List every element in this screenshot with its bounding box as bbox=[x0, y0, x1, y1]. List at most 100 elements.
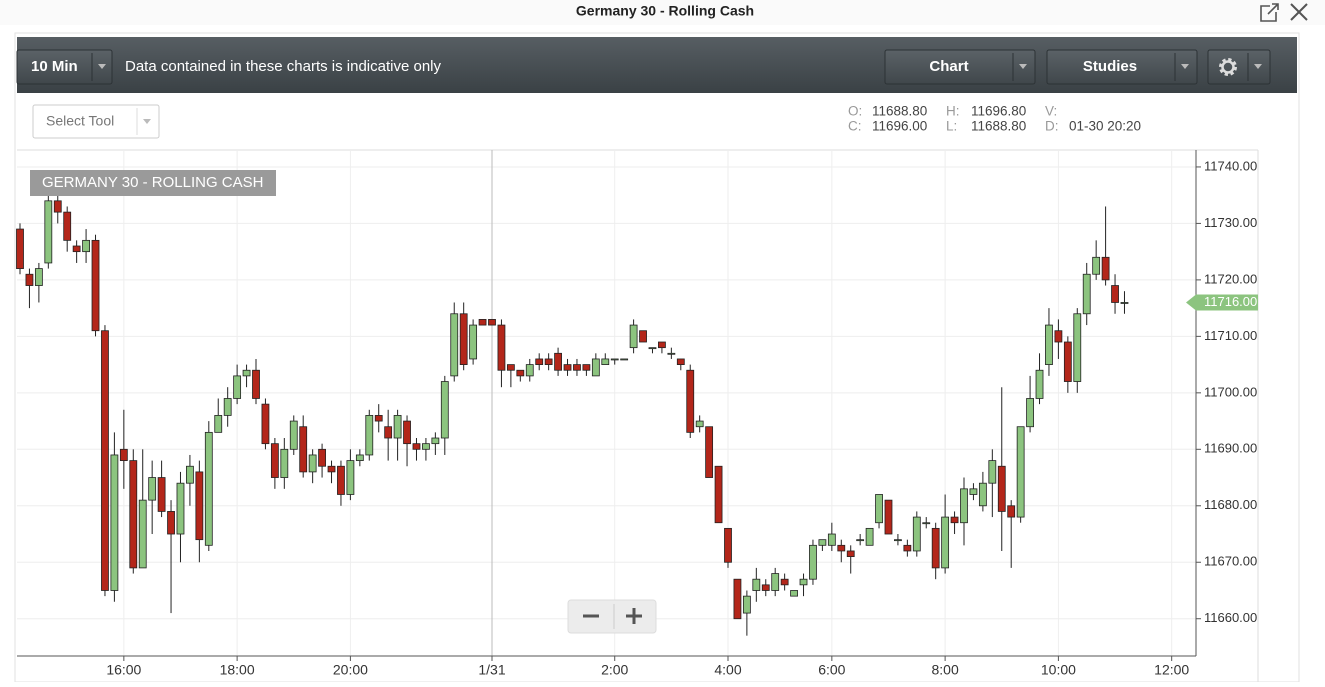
candle-body bbox=[799, 578, 808, 586]
candle-body bbox=[195, 471, 204, 541]
readout-label: V: bbox=[1045, 104, 1057, 119]
candle-body bbox=[431, 437, 440, 445]
candle-body bbox=[724, 527, 732, 563]
zoom-in[interactable] bbox=[626, 608, 642, 624]
candle-body bbox=[752, 578, 761, 591]
candle-body bbox=[1007, 505, 1016, 518]
y-tick-label: 11720.00 bbox=[1204, 271, 1257, 286]
y-tick-label: 11710.00 bbox=[1204, 328, 1257, 343]
candle-body bbox=[950, 516, 959, 524]
candle-body bbox=[931, 527, 940, 569]
chart-button[interactable] bbox=[884, 49, 1036, 85]
candle-body bbox=[129, 460, 138, 569]
candle-body bbox=[733, 578, 742, 620]
candle-body bbox=[837, 544, 846, 552]
candle-body bbox=[252, 369, 260, 399]
candle-body bbox=[478, 319, 487, 326]
candle-body bbox=[497, 324, 506, 371]
candle-body bbox=[761, 584, 770, 591]
candle-body bbox=[742, 595, 751, 614]
candle-body bbox=[714, 465, 723, 524]
candle-body bbox=[223, 398, 232, 416]
candle-body bbox=[771, 573, 780, 591]
settings-button[interactable] bbox=[1207, 49, 1271, 85]
last-price-tag bbox=[1186, 294, 1258, 311]
candle-body bbox=[384, 426, 393, 439]
candle-body bbox=[440, 381, 449, 439]
candle-body bbox=[1063, 341, 1072, 382]
y-tick-label: 11730.00 bbox=[1204, 215, 1257, 230]
candle-body bbox=[1120, 302, 1129, 304]
last-price-label: 11716.00 bbox=[1204, 294, 1257, 309]
y-tick-label: 11670.00 bbox=[1204, 554, 1257, 569]
candle-body bbox=[591, 358, 600, 377]
symbol-label-box bbox=[30, 170, 276, 196]
candle-body bbox=[903, 544, 912, 552]
candle-body bbox=[469, 324, 478, 360]
y-tick-label: 11740.00 bbox=[1204, 158, 1257, 173]
candle-body bbox=[270, 443, 279, 478]
readout-label: O: bbox=[848, 104, 862, 119]
candle-body bbox=[374, 415, 383, 422]
candle-body bbox=[1054, 330, 1063, 343]
candle-body bbox=[261, 403, 270, 445]
candle-body bbox=[922, 522, 931, 525]
interval-button[interactable] bbox=[16, 49, 113, 85]
y-tick-label: 11700.00 bbox=[1204, 384, 1257, 399]
candle-body bbox=[960, 488, 968, 524]
candle-body bbox=[459, 313, 468, 365]
candle-body bbox=[978, 482, 987, 507]
candle-body bbox=[573, 364, 581, 371]
chart-button-label: Chart bbox=[929, 58, 968, 75]
candle-body bbox=[1101, 256, 1110, 281]
candle-body bbox=[1035, 369, 1044, 399]
candle-body bbox=[827, 533, 836, 546]
candle-body bbox=[865, 527, 874, 546]
candle-body bbox=[186, 465, 194, 484]
candle-body bbox=[318, 448, 326, 467]
readout-label: L: bbox=[946, 119, 957, 134]
candle-body bbox=[157, 477, 166, 512]
candle-body bbox=[941, 516, 950, 569]
candle-body bbox=[91, 239, 100, 332]
select-tool[interactable] bbox=[32, 104, 160, 139]
candle-body bbox=[695, 420, 704, 428]
x-tick-label: 12:00 bbox=[1154, 662, 1189, 678]
select-tool-label: Select Tool bbox=[46, 113, 114, 129]
symbol-label: GERMANY 30 - ROLLING CASH bbox=[42, 174, 263, 191]
readout-label: H: bbox=[946, 104, 960, 119]
readout-value: 11696.00 bbox=[872, 119, 927, 134]
close-icon[interactable] bbox=[1290, 3, 1308, 21]
candle-body bbox=[884, 499, 893, 535]
candle-body bbox=[667, 352, 676, 355]
candle-body bbox=[535, 358, 544, 365]
candle-body bbox=[327, 465, 336, 473]
candle-body bbox=[780, 578, 789, 586]
candle-body bbox=[403, 420, 411, 445]
y-tick-label: 11690.00 bbox=[1204, 441, 1257, 456]
candle-body bbox=[1045, 324, 1053, 365]
x-tick-label: 16:00 bbox=[106, 662, 141, 678]
studies-button[interactable] bbox=[1046, 49, 1198, 85]
x-tick-label: 1/31 bbox=[478, 662, 505, 678]
candle-body bbox=[1073, 313, 1082, 382]
readout-label: D: bbox=[1045, 119, 1059, 134]
interval-label: 10 Min bbox=[31, 58, 78, 75]
candle-body bbox=[34, 268, 43, 286]
candle-body bbox=[214, 415, 223, 433]
candle-body bbox=[204, 431, 213, 546]
candle-body bbox=[101, 330, 109, 591]
candle-body bbox=[82, 239, 90, 253]
candle-body bbox=[289, 420, 298, 450]
candle-body bbox=[422, 443, 430, 450]
x-tick-label: 2:00 bbox=[601, 662, 628, 678]
candle-body bbox=[233, 375, 242, 399]
candle-body bbox=[63, 211, 72, 241]
plot bbox=[16, 150, 1196, 656]
popout-icon[interactable] bbox=[1260, 3, 1279, 22]
candle-body bbox=[110, 454, 119, 591]
candle-body bbox=[969, 488, 978, 495]
candle-body bbox=[686, 369, 695, 433]
candle-body bbox=[1092, 256, 1101, 275]
